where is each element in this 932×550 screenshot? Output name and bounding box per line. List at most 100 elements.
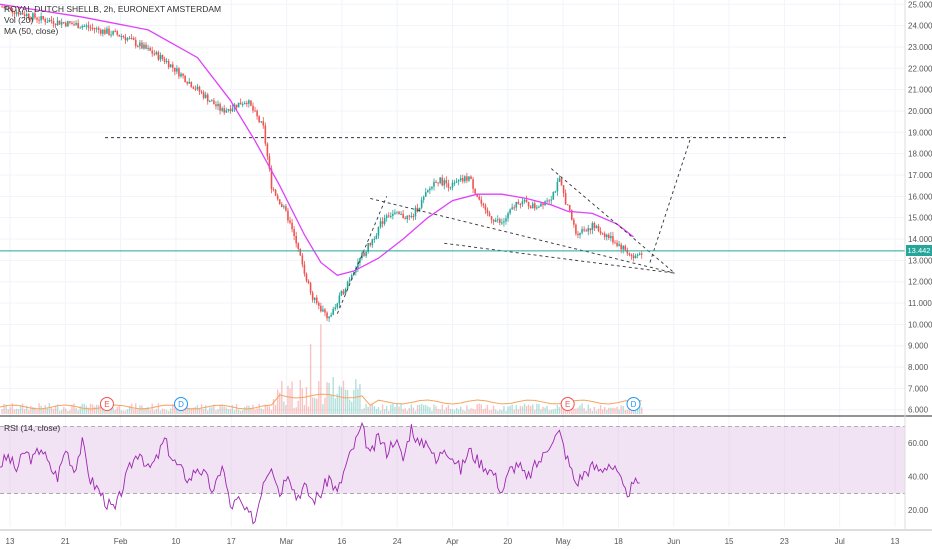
candle-body — [503, 221, 505, 223]
candle-body — [174, 67, 176, 72]
candle-body — [612, 236, 614, 243]
volume-bar — [178, 410, 180, 414]
volume-bar — [550, 409, 552, 414]
symbol-title[interactable]: ROYAL DUTCH SHELLB, 2h, EURONEXT AMSTERD… — [4, 4, 222, 14]
volume-bar — [597, 408, 600, 414]
volume-bar — [400, 403, 402, 414]
candle-body — [217, 103, 219, 107]
volume-bar — [320, 324, 322, 414]
candle-body — [377, 226, 380, 236]
candle-body — [206, 94, 209, 102]
candle-body — [71, 22, 73, 25]
candle-body — [527, 202, 530, 207]
candle-body — [348, 279, 351, 282]
vol-legend[interactable]: Vol (20) — [4, 15, 34, 25]
volume-bar — [143, 408, 145, 414]
candle-body — [318, 302, 320, 306]
volume-bar — [610, 408, 612, 414]
candle-body — [324, 309, 326, 313]
candle-body — [383, 218, 386, 224]
candle-body — [622, 245, 625, 250]
candle-body — [151, 50, 154, 54]
candle-body — [313, 297, 316, 300]
volume-bar — [17, 409, 20, 414]
candle-body — [243, 103, 246, 105]
ma-legend[interactable]: MA (50, close) — [4, 26, 59, 36]
candle-body — [167, 60, 170, 68]
volume-bar — [451, 409, 454, 414]
candle-body — [295, 235, 297, 244]
candle-body — [169, 64, 172, 68]
rsi-legend[interactable]: RSI (14, close) — [4, 423, 61, 433]
candle-body — [478, 196, 481, 200]
candle-body — [202, 92, 205, 98]
candle-body — [266, 143, 269, 157]
volume-bar — [641, 407, 643, 414]
volume-bar — [93, 406, 96, 414]
candle-body — [114, 31, 116, 33]
volume-bar — [410, 404, 413, 414]
candle-body — [73, 24, 75, 26]
time-tick-label: 13 — [6, 537, 15, 546]
volume-bar — [408, 408, 411, 414]
volume-bar — [593, 406, 596, 414]
volume-bar — [159, 410, 162, 414]
candle-body — [194, 88, 197, 90]
candle-body — [67, 21, 69, 27]
volume-bar — [622, 405, 624, 414]
volume-bar — [56, 404, 59, 414]
volume-bar — [328, 383, 330, 414]
candle-body — [299, 248, 302, 256]
volume-bar — [81, 403, 83, 414]
volume-bar — [423, 405, 425, 414]
volume-bar — [540, 409, 542, 414]
volume-bar — [402, 409, 404, 414]
volume-bar — [118, 405, 120, 414]
volume-bar — [274, 404, 277, 414]
projection-trendline — [649, 136, 692, 263]
price-tick-label: 12.000 — [908, 278, 932, 287]
candle-body — [139, 42, 141, 47]
candle-body — [161, 55, 164, 59]
price-tick-label: 23.000 — [908, 43, 932, 52]
volume-bar — [587, 404, 589, 414]
candle-body — [531, 203, 534, 209]
volume-bar — [194, 406, 197, 414]
volume-bar — [46, 408, 49, 414]
candle-body — [330, 314, 332, 317]
volume-bar — [324, 397, 326, 414]
candle-body — [542, 203, 544, 206]
candle-body — [178, 68, 180, 77]
volume-bar — [340, 387, 343, 414]
volume-bar — [527, 404, 530, 414]
candle-body — [476, 193, 478, 197]
candle-body — [132, 38, 135, 40]
candle-body — [385, 215, 388, 219]
volume-bar — [130, 403, 133, 414]
candle-body — [536, 207, 538, 209]
drawings[interactable] — [0, 136, 905, 314]
candle-body — [211, 100, 213, 102]
volume-bar — [357, 388, 359, 414]
volume-bar — [167, 410, 170, 414]
volume-bar — [260, 408, 262, 414]
volume-bar — [65, 408, 67, 414]
volume-bar — [601, 409, 604, 414]
candle-body — [301, 255, 304, 265]
volume-bar — [589, 408, 592, 414]
candle-body — [102, 29, 104, 34]
candle-body — [346, 281, 349, 289]
candle-body — [180, 73, 182, 77]
volume-bar — [569, 409, 571, 414]
volume-bar — [270, 410, 273, 414]
volume-bar — [311, 397, 314, 414]
candle-body — [640, 253, 643, 255]
candle-body — [223, 108, 225, 113]
candle-body — [254, 110, 256, 112]
volume-bar — [235, 404, 238, 414]
candle-body — [62, 22, 65, 24]
volume-bar — [620, 405, 622, 414]
time-tick-label: 18 — [614, 537, 623, 546]
